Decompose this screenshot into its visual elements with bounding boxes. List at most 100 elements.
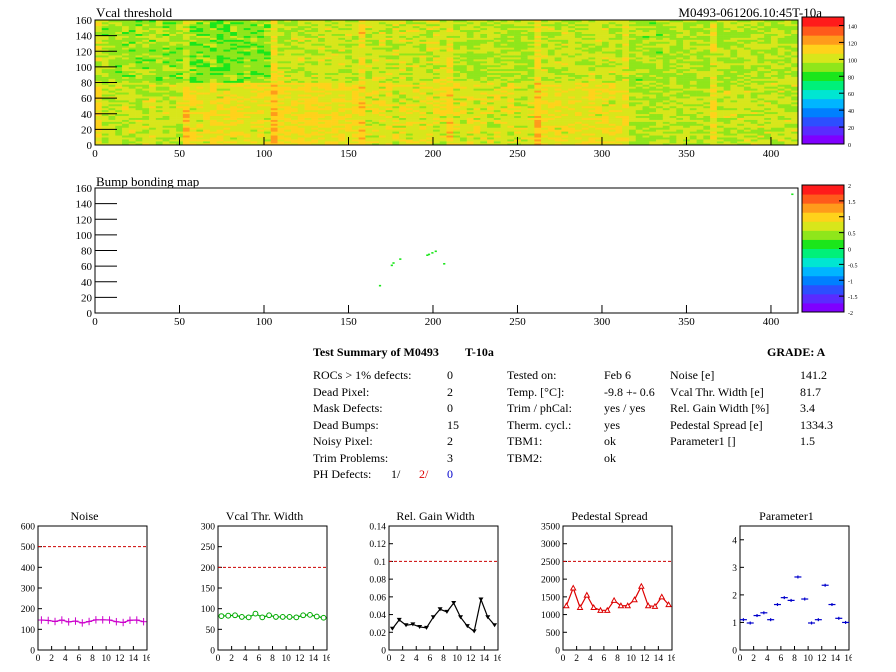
heatmap-cell bbox=[419, 62, 427, 66]
heatmap-cell bbox=[345, 74, 353, 77]
heatmap-cell bbox=[527, 61, 535, 64]
heatmap-cell bbox=[507, 115, 515, 118]
heatmap-cell bbox=[493, 47, 501, 50]
heatmap-cell bbox=[487, 96, 495, 99]
heatmap-cell bbox=[115, 64, 123, 68]
heatmap-cell bbox=[318, 125, 326, 128]
heatmap-cell bbox=[358, 100, 366, 103]
heatmap-cell bbox=[601, 51, 610, 54]
heatmap-cell bbox=[547, 84, 555, 87]
heatmap-cell bbox=[135, 47, 143, 50]
heatmap-cell bbox=[324, 68, 332, 72]
heatmap-cell bbox=[257, 21, 265, 25]
heatmap-cell bbox=[223, 59, 231, 62]
heatmap-cell bbox=[203, 102, 211, 105]
heatmap-cell bbox=[453, 72, 461, 75]
heatmap-cell bbox=[108, 123, 116, 126]
heatmap-cell bbox=[446, 100, 454, 103]
heatmap-cell bbox=[480, 51, 488, 54]
heatmap-cell bbox=[547, 123, 555, 126]
heatmap-cell bbox=[331, 29, 339, 33]
heatmap-cell bbox=[432, 64, 441, 68]
heatmap-cell bbox=[574, 47, 582, 50]
heatmap-cell bbox=[297, 90, 305, 93]
heatmap-cell bbox=[561, 123, 569, 126]
heatmap-cell bbox=[574, 109, 582, 113]
heatmap-cell bbox=[331, 119, 339, 122]
heatmap-cell bbox=[527, 78, 535, 81]
heatmap-cell bbox=[284, 49, 292, 52]
heatmap-cell bbox=[581, 107, 589, 111]
heatmap-cell bbox=[162, 127, 170, 130]
heatmap-cell bbox=[122, 31, 130, 34]
heatmap-cell bbox=[595, 47, 603, 50]
heatmap-cell bbox=[405, 131, 414, 134]
heatmap-cell bbox=[311, 47, 319, 50]
heatmap-cell bbox=[378, 123, 386, 126]
heatmap-cell bbox=[378, 111, 386, 115]
heatmap-cell bbox=[338, 100, 346, 103]
heatmap-cell bbox=[115, 141, 123, 144]
heatmap-cell bbox=[507, 105, 515, 109]
heatmap-cell bbox=[250, 84, 258, 87]
heatmap-cell bbox=[412, 55, 420, 58]
heatmap-cell bbox=[331, 139, 339, 142]
heatmap-cell bbox=[284, 20, 292, 23]
heatmap-cell bbox=[169, 127, 177, 130]
heatmap-cell bbox=[520, 31, 528, 34]
heatmap-cell bbox=[608, 129, 616, 132]
heatmap-cell bbox=[223, 82, 231, 85]
heatmap-cell bbox=[243, 100, 251, 103]
heatmap-cell bbox=[331, 33, 339, 36]
heatmap-cell bbox=[142, 74, 150, 77]
heatmap-cell bbox=[601, 129, 610, 132]
heatmap-cell bbox=[568, 111, 576, 115]
heatmap-cell bbox=[297, 139, 305, 142]
heatmap-cell bbox=[358, 113, 366, 117]
heatmap-cell bbox=[365, 66, 373, 70]
heatmap-cell bbox=[480, 86, 488, 89]
heatmap-cell bbox=[365, 37, 373, 40]
heatmap-cell bbox=[324, 137, 332, 140]
heatmap-cell bbox=[149, 80, 157, 83]
heatmap-cell bbox=[331, 111, 339, 115]
heatmap-cell bbox=[399, 55, 407, 58]
heatmap-cell bbox=[372, 96, 380, 99]
heatmap-cell bbox=[263, 82, 272, 85]
heatmap-cell bbox=[561, 51, 569, 54]
heatmap-cell bbox=[507, 62, 515, 66]
heatmap-cell bbox=[108, 21, 116, 25]
heatmap-cell bbox=[527, 41, 535, 44]
heatmap-cell bbox=[588, 31, 596, 34]
heatmap-cell bbox=[128, 62, 136, 66]
heatmap-cell bbox=[169, 57, 177, 60]
heatmap-cell bbox=[230, 31, 238, 34]
heatmap-cell bbox=[115, 21, 123, 25]
heatmap-cell bbox=[324, 121, 332, 124]
heatmap-cell bbox=[128, 66, 136, 70]
heatmap-cell bbox=[547, 92, 555, 95]
heatmap-cell bbox=[574, 105, 582, 109]
heatmap-cell bbox=[209, 57, 217, 60]
heatmap-cell bbox=[257, 125, 265, 128]
heatmap-cell bbox=[324, 123, 332, 126]
heatmap-cell bbox=[345, 49, 353, 52]
heatmap-cell bbox=[345, 23, 353, 27]
heatmap-cell bbox=[291, 68, 299, 72]
heatmap-cell bbox=[507, 94, 515, 97]
heatmap-cell bbox=[243, 29, 251, 33]
heatmap-cell bbox=[460, 72, 468, 75]
heatmap-cell bbox=[203, 51, 211, 54]
heatmap-cell bbox=[101, 92, 109, 95]
heatmap-cell bbox=[95, 117, 103, 120]
heatmap-cell bbox=[527, 66, 535, 70]
heatmap-cell bbox=[115, 51, 123, 54]
heatmap-cell bbox=[554, 76, 562, 79]
heatmap-cell bbox=[331, 78, 339, 81]
heatmap-cell bbox=[277, 127, 285, 130]
heatmap-cell bbox=[223, 62, 231, 66]
heatmap-cell bbox=[270, 137, 278, 140]
heatmap-cell bbox=[115, 88, 123, 91]
heatmap-cell bbox=[223, 107, 231, 111]
heatmap-cell bbox=[588, 109, 596, 113]
